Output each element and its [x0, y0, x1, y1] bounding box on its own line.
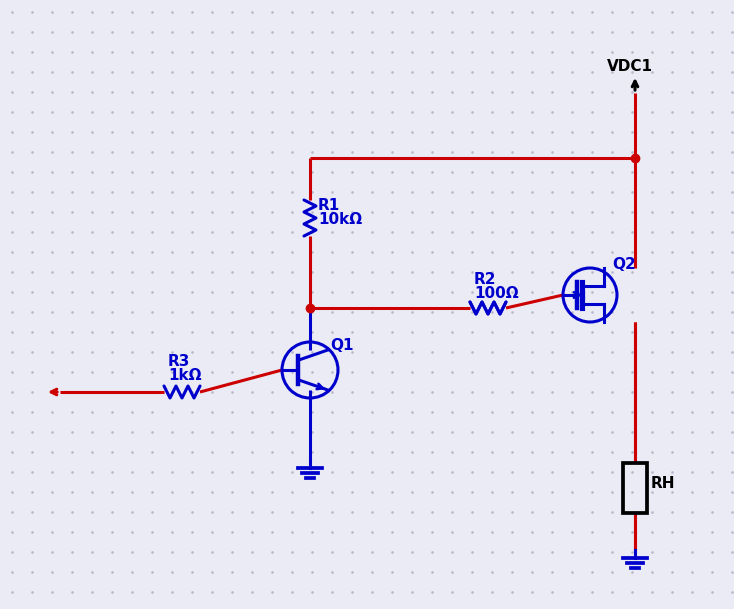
Text: Q2: Q2: [612, 257, 636, 272]
Text: VDC1: VDC1: [607, 59, 653, 74]
Text: R1: R1: [318, 198, 341, 213]
Text: R2: R2: [474, 272, 496, 287]
Text: 100Ω: 100Ω: [474, 286, 519, 301]
Text: R3: R3: [168, 354, 190, 369]
Text: 10kΩ: 10kΩ: [318, 212, 362, 227]
Text: RH: RH: [651, 476, 675, 491]
Bar: [623, 463, 647, 513]
Text: 1kΩ: 1kΩ: [168, 368, 202, 383]
Text: Q1: Q1: [330, 338, 354, 353]
